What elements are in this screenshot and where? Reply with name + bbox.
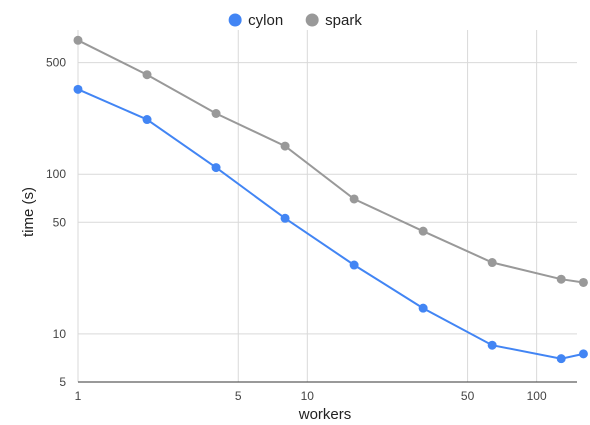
data-point-spark: [73, 35, 83, 45]
x-axis-title: workers: [298, 406, 352, 423]
grid: [77, 30, 577, 383]
data-point-cylon: [142, 115, 152, 125]
y-axis-title: time (s): [20, 187, 37, 237]
data-point-cylon: [349, 260, 359, 270]
data-point-spark: [578, 277, 588, 287]
data-point-spark: [280, 141, 290, 151]
x-tick-label: 100: [527, 389, 547, 403]
y-tick-label: 100: [46, 167, 66, 181]
data-point-cylon: [418, 303, 428, 313]
series-line-cylon: [77, 88, 584, 360]
y-tick-label: 10: [53, 327, 67, 341]
legend-marker-cylon: [228, 13, 242, 27]
data-point-spark: [487, 258, 497, 268]
series-spark: [73, 35, 588, 287]
y-tick-label: 5: [59, 375, 66, 389]
data-point-cylon: [487, 340, 497, 350]
x-tick-label: 10: [301, 389, 315, 403]
data-point-cylon: [73, 84, 83, 94]
x-tick-label: 1: [75, 389, 82, 403]
series-layer: [73, 35, 588, 364]
data-point-cylon: [280, 213, 290, 223]
y-tick-label: 500: [46, 56, 66, 70]
series-cylon: [73, 84, 588, 364]
data-point-spark: [556, 274, 566, 284]
x-tick-label: 5: [235, 389, 242, 403]
data-point-spark: [349, 194, 359, 204]
series-line-spark: [77, 39, 584, 284]
data-point-cylon: [578, 349, 588, 359]
data-point-spark: [142, 70, 152, 80]
data-point-spark: [418, 226, 428, 236]
data-point-cylon: [556, 354, 566, 364]
y-tick-label: 50: [53, 215, 67, 229]
data-point-cylon: [211, 163, 221, 173]
legend-label-spark: spark: [325, 12, 362, 29]
legend-item-spark[interactable]: spark: [305, 12, 363, 29]
legend-item-cylon[interactable]: cylon: [228, 12, 284, 29]
legend[interactable]: cylon spark: [228, 12, 363, 29]
data-point-spark: [211, 109, 221, 119]
legend-label-cylon: cylon: [248, 12, 283, 29]
legend-marker-spark: [305, 13, 319, 27]
x-tick-label: 50: [461, 389, 475, 403]
